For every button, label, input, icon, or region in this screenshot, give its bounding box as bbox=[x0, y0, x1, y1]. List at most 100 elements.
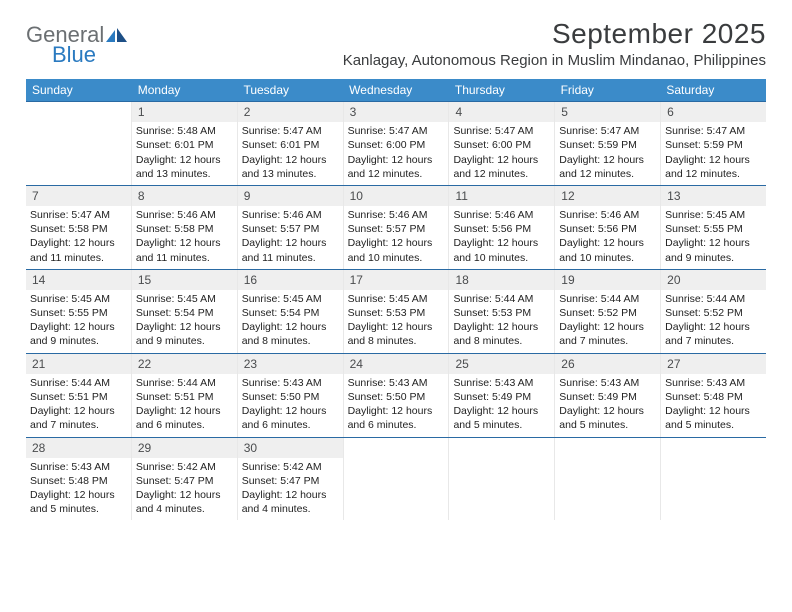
day-cell: 9Sunrise: 5:46 AMSunset: 5:57 PMDaylight… bbox=[238, 186, 344, 269]
daylight-text: Daylight: 12 hours and 9 minutes. bbox=[136, 320, 233, 348]
sunrise-text: Sunrise: 5:43 AM bbox=[453, 376, 550, 390]
day-cell: . bbox=[555, 438, 661, 521]
daylight-text: Daylight: 12 hours and 10 minutes. bbox=[559, 236, 656, 264]
day-of-week-header: Sunday Monday Tuesday Wednesday Thursday… bbox=[26, 79, 766, 101]
day-body: Sunrise: 5:44 AMSunset: 5:51 PMDaylight:… bbox=[132, 374, 237, 437]
day-cell: 23Sunrise: 5:43 AMSunset: 5:50 PMDayligh… bbox=[238, 354, 344, 437]
sunrise-text: Sunrise: 5:43 AM bbox=[559, 376, 656, 390]
day-body: Sunrise: 5:43 AMSunset: 5:50 PMDaylight:… bbox=[344, 374, 449, 437]
day-number: 11 bbox=[449, 186, 554, 206]
daylight-text: Daylight: 12 hours and 7 minutes. bbox=[30, 404, 127, 432]
day-cell: . bbox=[26, 102, 132, 185]
day-cell: . bbox=[344, 438, 450, 521]
dow-wednesday: Wednesday bbox=[343, 79, 449, 101]
sunset-text: Sunset: 5:54 PM bbox=[242, 306, 339, 320]
day-body: Sunrise: 5:43 AMSunset: 5:50 PMDaylight:… bbox=[238, 374, 343, 437]
brand-sub: Blue bbox=[52, 42, 96, 68]
day-body: Sunrise: 5:47 AMSunset: 5:59 PMDaylight:… bbox=[661, 122, 766, 185]
sunrise-text: Sunrise: 5:45 AM bbox=[665, 208, 762, 222]
day-number: 3 bbox=[344, 102, 449, 122]
sunrise-text: Sunrise: 5:45 AM bbox=[348, 292, 445, 306]
day-number: 4 bbox=[449, 102, 554, 122]
sunset-text: Sunset: 5:52 PM bbox=[665, 306, 762, 320]
day-number: 23 bbox=[238, 354, 343, 374]
brand-logo: General Blue bbox=[26, 22, 128, 48]
day-cell: 27Sunrise: 5:43 AMSunset: 5:48 PMDayligh… bbox=[661, 354, 766, 437]
sunset-text: Sunset: 5:59 PM bbox=[665, 138, 762, 152]
day-body: Sunrise: 5:46 AMSunset: 5:58 PMDaylight:… bbox=[132, 206, 237, 269]
daylight-text: Daylight: 12 hours and 8 minutes. bbox=[453, 320, 550, 348]
day-cell: 1Sunrise: 5:48 AMSunset: 6:01 PMDaylight… bbox=[132, 102, 238, 185]
sunrise-text: Sunrise: 5:46 AM bbox=[136, 208, 233, 222]
day-cell: 8Sunrise: 5:46 AMSunset: 5:58 PMDaylight… bbox=[132, 186, 238, 269]
daylight-text: Daylight: 12 hours and 6 minutes. bbox=[348, 404, 445, 432]
daylight-text: Daylight: 12 hours and 5 minutes. bbox=[665, 404, 762, 432]
day-number: 29 bbox=[132, 438, 237, 458]
sunset-text: Sunset: 5:56 PM bbox=[453, 222, 550, 236]
sunrise-text: Sunrise: 5:45 AM bbox=[136, 292, 233, 306]
day-cell: 22Sunrise: 5:44 AMSunset: 5:51 PMDayligh… bbox=[132, 354, 238, 437]
sunrise-text: Sunrise: 5:44 AM bbox=[665, 292, 762, 306]
sunrise-text: Sunrise: 5:42 AM bbox=[242, 460, 339, 474]
dow-friday: Friday bbox=[555, 79, 661, 101]
location-line: Kanlagay, Autonomous Region in Muslim Mi… bbox=[343, 52, 766, 69]
sunset-text: Sunset: 5:51 PM bbox=[136, 390, 233, 404]
calendar-grid: Sunday Monday Tuesday Wednesday Thursday… bbox=[26, 79, 766, 520]
sunset-text: Sunset: 5:47 PM bbox=[242, 474, 339, 488]
day-number: 15 bbox=[132, 270, 237, 290]
daylight-text: Daylight: 12 hours and 12 minutes. bbox=[348, 153, 445, 181]
week-row: 28Sunrise: 5:43 AMSunset: 5:48 PMDayligh… bbox=[26, 437, 766, 521]
sunrise-text: Sunrise: 5:47 AM bbox=[30, 208, 127, 222]
sunrise-text: Sunrise: 5:47 AM bbox=[559, 124, 656, 138]
dow-saturday: Saturday bbox=[660, 79, 766, 101]
day-body: Sunrise: 5:45 AMSunset: 5:55 PMDaylight:… bbox=[661, 206, 766, 269]
day-cell: 5Sunrise: 5:47 AMSunset: 5:59 PMDaylight… bbox=[555, 102, 661, 185]
sunrise-text: Sunrise: 5:48 AM bbox=[136, 124, 233, 138]
brand-sail-icon bbox=[106, 27, 128, 43]
daylight-text: Daylight: 12 hours and 7 minutes. bbox=[665, 320, 762, 348]
day-number: 1 bbox=[132, 102, 237, 122]
day-number: 30 bbox=[238, 438, 343, 458]
daylight-text: Daylight: 12 hours and 6 minutes. bbox=[136, 404, 233, 432]
day-number: 16 bbox=[238, 270, 343, 290]
day-body: Sunrise: 5:43 AMSunset: 5:48 PMDaylight:… bbox=[26, 458, 131, 521]
day-body: Sunrise: 5:45 AMSunset: 5:53 PMDaylight:… bbox=[344, 290, 449, 353]
sunrise-text: Sunrise: 5:43 AM bbox=[665, 376, 762, 390]
sunrise-text: Sunrise: 5:46 AM bbox=[559, 208, 656, 222]
day-body: Sunrise: 5:47 AMSunset: 5:59 PMDaylight:… bbox=[555, 122, 660, 185]
day-cell: 29Sunrise: 5:42 AMSunset: 5:47 PMDayligh… bbox=[132, 438, 238, 521]
day-body: Sunrise: 5:42 AMSunset: 5:47 PMDaylight:… bbox=[238, 458, 343, 521]
day-cell: 2Sunrise: 5:47 AMSunset: 6:01 PMDaylight… bbox=[238, 102, 344, 185]
day-cell: 10Sunrise: 5:46 AMSunset: 5:57 PMDayligh… bbox=[344, 186, 450, 269]
day-cell: 16Sunrise: 5:45 AMSunset: 5:54 PMDayligh… bbox=[238, 270, 344, 353]
sunset-text: Sunset: 5:49 PM bbox=[559, 390, 656, 404]
sunrise-text: Sunrise: 5:44 AM bbox=[453, 292, 550, 306]
sunrise-text: Sunrise: 5:46 AM bbox=[453, 208, 550, 222]
day-body: Sunrise: 5:44 AMSunset: 5:52 PMDaylight:… bbox=[555, 290, 660, 353]
day-body: Sunrise: 5:47 AMSunset: 6:01 PMDaylight:… bbox=[238, 122, 343, 185]
sunset-text: Sunset: 5:55 PM bbox=[30, 306, 127, 320]
day-body: Sunrise: 5:46 AMSunset: 5:57 PMDaylight:… bbox=[238, 206, 343, 269]
day-body: Sunrise: 5:43 AMSunset: 5:48 PMDaylight:… bbox=[661, 374, 766, 437]
dow-monday: Monday bbox=[132, 79, 238, 101]
daylight-text: Daylight: 12 hours and 13 minutes. bbox=[242, 153, 339, 181]
sunset-text: Sunset: 6:00 PM bbox=[453, 138, 550, 152]
day-number: 26 bbox=[555, 354, 660, 374]
sunrise-text: Sunrise: 5:47 AM bbox=[665, 124, 762, 138]
day-body: Sunrise: 5:46 AMSunset: 5:56 PMDaylight:… bbox=[555, 206, 660, 269]
sunset-text: Sunset: 5:58 PM bbox=[136, 222, 233, 236]
day-cell: 26Sunrise: 5:43 AMSunset: 5:49 PMDayligh… bbox=[555, 354, 661, 437]
daylight-text: Daylight: 12 hours and 9 minutes. bbox=[665, 236, 762, 264]
daylight-text: Daylight: 12 hours and 11 minutes. bbox=[136, 236, 233, 264]
day-cell: 15Sunrise: 5:45 AMSunset: 5:54 PMDayligh… bbox=[132, 270, 238, 353]
day-number: 8 bbox=[132, 186, 237, 206]
dow-tuesday: Tuesday bbox=[237, 79, 343, 101]
day-body: Sunrise: 5:44 AMSunset: 5:51 PMDaylight:… bbox=[26, 374, 131, 437]
daylight-text: Daylight: 12 hours and 8 minutes. bbox=[348, 320, 445, 348]
day-body: Sunrise: 5:47 AMSunset: 5:58 PMDaylight:… bbox=[26, 206, 131, 269]
sunset-text: Sunset: 5:48 PM bbox=[665, 390, 762, 404]
day-cell: 19Sunrise: 5:44 AMSunset: 5:52 PMDayligh… bbox=[555, 270, 661, 353]
day-body: Sunrise: 5:47 AMSunset: 6:00 PMDaylight:… bbox=[344, 122, 449, 185]
day-body: Sunrise: 5:45 AMSunset: 5:54 PMDaylight:… bbox=[132, 290, 237, 353]
sunset-text: Sunset: 6:00 PM bbox=[348, 138, 445, 152]
